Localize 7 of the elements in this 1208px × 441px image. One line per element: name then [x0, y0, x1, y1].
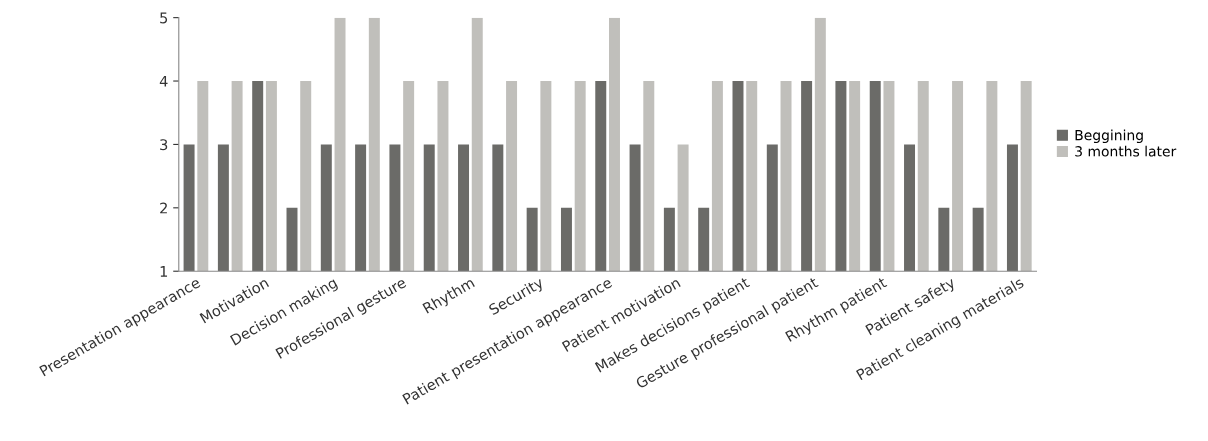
- y-tick-label: 5: [160, 12, 168, 24]
- legend-label: Beggining: [1075, 129, 1143, 144]
- y-tick-label: 2: [160, 202, 167, 214]
- y-tick-label: 4: [159, 75, 168, 87]
- y-tick-label: 1: [160, 266, 168, 277]
- y-tick-label: 3: [160, 139, 168, 151]
- legend-label: 3 months later: [1075, 145, 1177, 157]
